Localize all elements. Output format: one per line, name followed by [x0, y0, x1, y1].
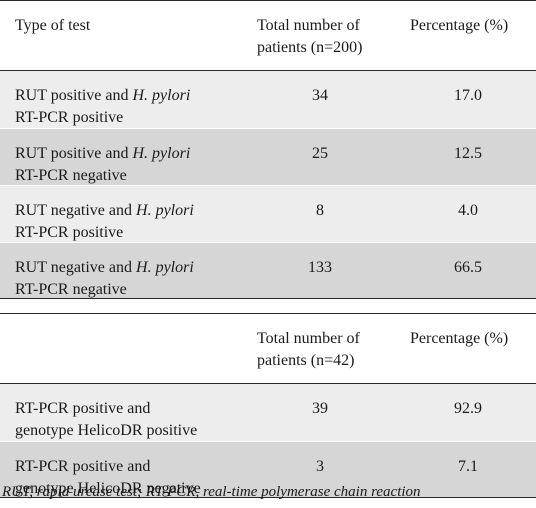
row-percentage: 92.9: [454, 400, 482, 417]
row-test-type: RUT positive and H. pylori RT-PCR positi…: [15, 85, 245, 129]
row-label-organism: H. pylori: [132, 87, 191, 104]
row-test-type: RT-PCR positive and genotype HelicoDR ne…: [15, 456, 245, 500]
table-section-gap: [0, 299, 536, 313]
row-label-organism: H. pylori: [136, 259, 194, 276]
table1-header-row: Type of test Total number of patients (n…: [0, 0, 536, 71]
row-label-line1: RT-PCR positive and: [15, 400, 151, 417]
row-label-line2: RT-PCR negative: [15, 281, 127, 298]
row-count: 39: [312, 400, 328, 417]
header-total-line1: Total number of: [257, 17, 360, 34]
row-label-organism: H. pylori: [132, 145, 191, 162]
table-row: RT-PCR positive and genotype HelicoDR po…: [0, 384, 536, 441]
header-total-patients: Total number of patients (n=42): [257, 328, 397, 372]
row-label-prefix: RUT positive and: [15, 87, 133, 104]
table-row: RUT negative and H. pylori RT-PCR positi…: [0, 185, 536, 242]
header-total-line1: Total number of: [257, 330, 360, 347]
header-type-of-test: Type of test: [15, 17, 91, 34]
table-row: RUT negative and H. pylori RT-PCR negati…: [0, 242, 536, 299]
row-count: 133: [308, 259, 332, 276]
row-label-line2: RT-PCR positive: [15, 109, 124, 126]
row-label-line2: genotype HelicoDR positive: [15, 422, 198, 439]
table-footnote: RUT, rapid urease test; RT-PCR, real-tim…: [2, 484, 421, 500]
table2-header-row: Total number of patients (n=42) Percenta…: [0, 313, 536, 384]
row-percentage: 12.5: [454, 145, 482, 162]
row-count: 34: [312, 87, 328, 104]
row-label-line2: RT-PCR negative: [15, 167, 127, 184]
row-percentage: 17.0: [454, 87, 482, 104]
row-test-type: RUT negative and H. pylori RT-PCR positi…: [15, 200, 245, 244]
row-count: 3: [316, 458, 324, 475]
row-percentage: 66.5: [454, 259, 482, 276]
row-label-organism: H. pylori: [136, 202, 194, 219]
row-test-type: RUT positive and H. pylori RT-PCR negati…: [15, 143, 245, 187]
row-label-line1: RT-PCR positive and: [15, 458, 151, 475]
row-label-prefix: RUT negative and: [15, 202, 137, 219]
row-count: 25: [312, 145, 328, 162]
row-test-type: RT-PCR positive and genotype HelicoDR po…: [15, 398, 245, 442]
header-total-line2: patients (n=42): [257, 352, 355, 369]
row-percentage: 4.0: [458, 202, 478, 219]
header-total-patients: Total number of patients (n=200): [257, 15, 397, 59]
header-total-line2: patients (n=200): [257, 39, 363, 56]
header-percentage: Percentage (%): [410, 17, 509, 34]
row-percentage: 7.1: [458, 458, 478, 475]
table-row: RT-PCR positive and genotype HelicoDR ne…: [0, 441, 536, 498]
table-row: RUT positive and H. pylori RT-PCR negati…: [0, 128, 536, 185]
row-label-line2: RT-PCR positive: [15, 224, 124, 241]
table-row: RUT positive and H. pylori RT-PCR positi…: [0, 71, 536, 128]
row-test-type: RUT negative and H. pylori RT-PCR negati…: [15, 257, 245, 301]
row-label-prefix: RUT negative and: [15, 259, 137, 276]
header-percentage: Percentage (%): [410, 330, 509, 347]
row-count: 8: [316, 202, 324, 219]
row-label-prefix: RUT positive and: [15, 145, 133, 162]
row-label-line2: genotype HelicoDR negative: [15, 480, 201, 497]
